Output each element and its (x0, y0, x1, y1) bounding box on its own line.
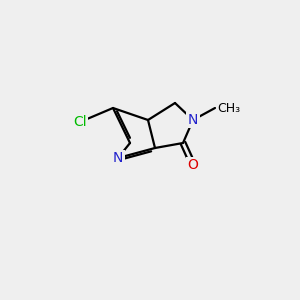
Text: Cl: Cl (73, 115, 87, 129)
Text: O: O (188, 158, 198, 172)
Text: N: N (188, 113, 198, 127)
Text: CH₃: CH₃ (217, 101, 240, 115)
Text: N: N (113, 151, 123, 165)
